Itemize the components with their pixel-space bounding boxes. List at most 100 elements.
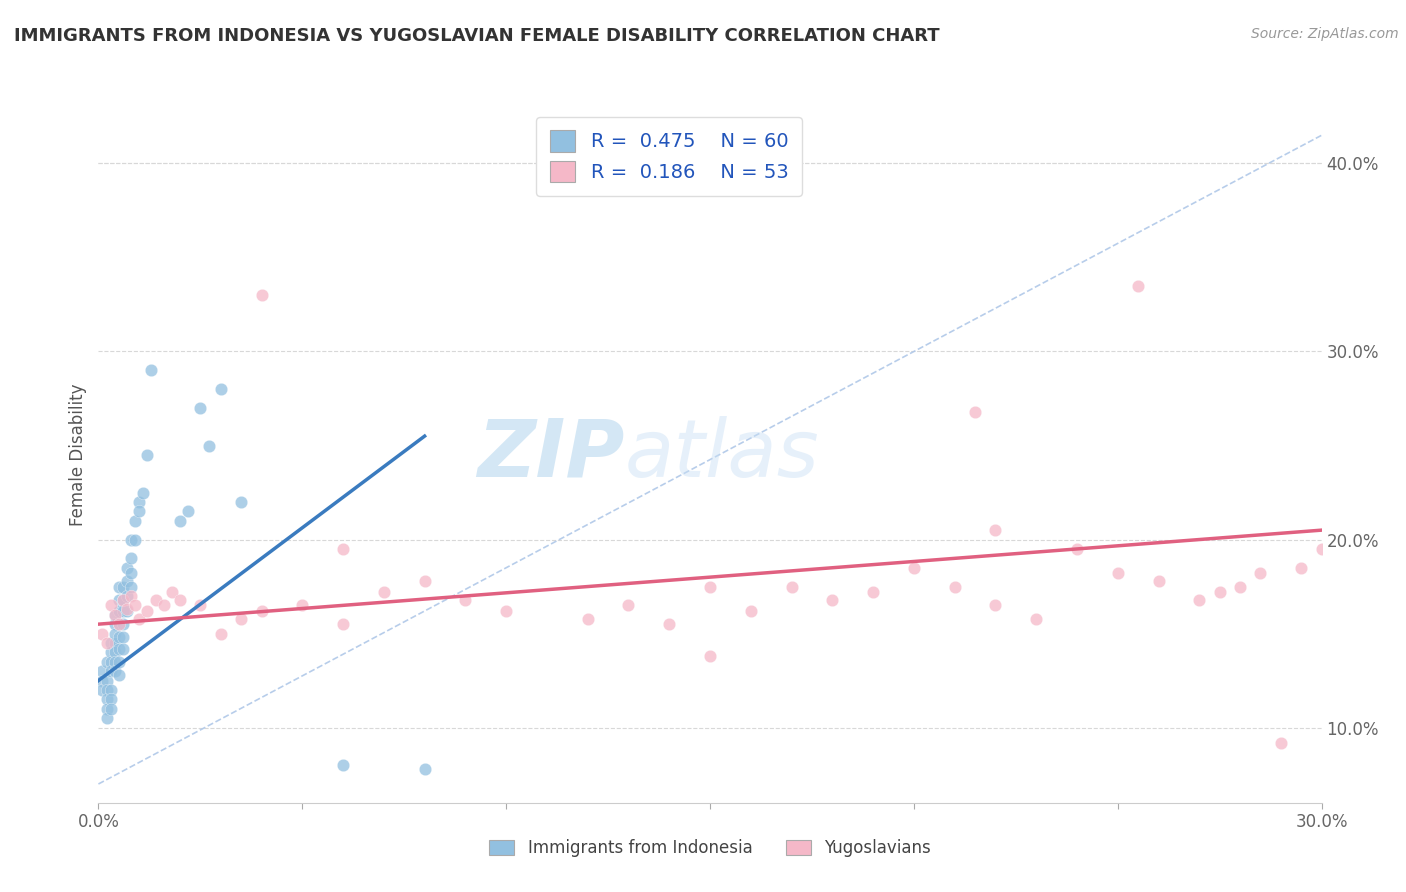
Point (115, 589, 138, 603)
Point (108, 617, 131, 632)
Point (740, 604, 762, 618)
Point (984, 523, 1007, 537)
Point (91, 673, 114, 688)
Text: IMMIGRANTS FROM INDONESIA VS YUGOSLAVIAN FEMALE DISABILITY CORRELATION CHART: IMMIGRANTS FROM INDONESIA VS YUGOSLAVIAN… (14, 27, 939, 45)
Point (1249, 566, 1271, 581)
Point (1209, 585, 1232, 599)
Point (291, 599, 314, 613)
Point (984, 599, 1007, 613)
Point (231, 611, 253, 625)
Point (169, 514, 191, 528)
Point (413, 574, 436, 588)
Point (152, 599, 174, 613)
Point (108, 592, 131, 607)
Point (197, 438, 219, 452)
Point (209, 626, 232, 640)
Point (100, 655, 122, 669)
Point (188, 401, 212, 415)
Point (96, 711, 118, 725)
Point (100, 599, 122, 613)
Point (104, 607, 127, 622)
Point (332, 617, 354, 632)
Point (332, 541, 354, 556)
Point (124, 514, 146, 528)
Point (943, 580, 966, 594)
Point (965, 405, 987, 419)
Point (413, 762, 436, 776)
Point (145, 592, 167, 607)
Point (115, 604, 138, 618)
Point (96, 683, 118, 698)
Point (136, 604, 159, 618)
Point (1128, 278, 1150, 293)
Point (100, 683, 122, 698)
Point (108, 641, 131, 656)
Point (108, 617, 131, 632)
Text: atlas: atlas (624, 416, 820, 494)
Point (1291, 560, 1313, 574)
Point (1066, 541, 1088, 556)
Point (576, 611, 599, 625)
Point (120, 566, 142, 581)
Point (120, 533, 142, 547)
Point (108, 630, 131, 644)
Point (1025, 611, 1047, 625)
Point (821, 592, 844, 607)
Point (100, 702, 122, 716)
Y-axis label: Female Disability: Female Disability (69, 384, 87, 526)
Point (111, 617, 134, 632)
Point (1147, 574, 1170, 588)
Point (120, 580, 142, 594)
Point (120, 589, 142, 603)
Point (111, 592, 134, 607)
Text: ZIP: ZIP (477, 416, 624, 494)
Point (1270, 736, 1292, 750)
Point (100, 692, 122, 706)
Point (104, 636, 127, 650)
Point (100, 645, 122, 659)
Point (96, 702, 118, 716)
Point (96, 655, 118, 669)
Point (177, 504, 200, 518)
Point (141, 363, 163, 377)
Point (160, 585, 183, 599)
Point (115, 574, 138, 588)
Point (188, 599, 212, 613)
Point (617, 599, 640, 613)
Point (1107, 566, 1129, 581)
Point (111, 630, 134, 644)
Point (250, 288, 273, 302)
Point (120, 551, 142, 566)
Point (91, 664, 114, 678)
Point (373, 585, 395, 599)
Point (903, 560, 925, 574)
Point (132, 485, 155, 500)
Point (128, 611, 150, 625)
Point (780, 580, 803, 594)
Point (108, 655, 131, 669)
Point (111, 580, 134, 594)
Point (699, 580, 721, 594)
Point (332, 758, 354, 772)
Point (699, 649, 721, 664)
Point (1188, 592, 1211, 607)
Point (104, 664, 127, 678)
Point (104, 617, 127, 632)
Point (111, 592, 134, 607)
Point (96, 673, 118, 688)
Point (1310, 541, 1333, 556)
Point (862, 585, 884, 599)
Point (104, 626, 127, 640)
Point (108, 580, 131, 594)
Point (108, 668, 131, 682)
Point (1229, 580, 1251, 594)
Point (104, 607, 127, 622)
Point (100, 664, 122, 678)
Point (115, 560, 138, 574)
Point (250, 604, 273, 618)
Point (209, 382, 232, 396)
Point (169, 592, 191, 607)
Point (454, 592, 477, 607)
Point (231, 495, 253, 509)
Legend: Immigrants from Indonesia, Yugoslavians: Immigrants from Indonesia, Yugoslavians (482, 833, 938, 864)
